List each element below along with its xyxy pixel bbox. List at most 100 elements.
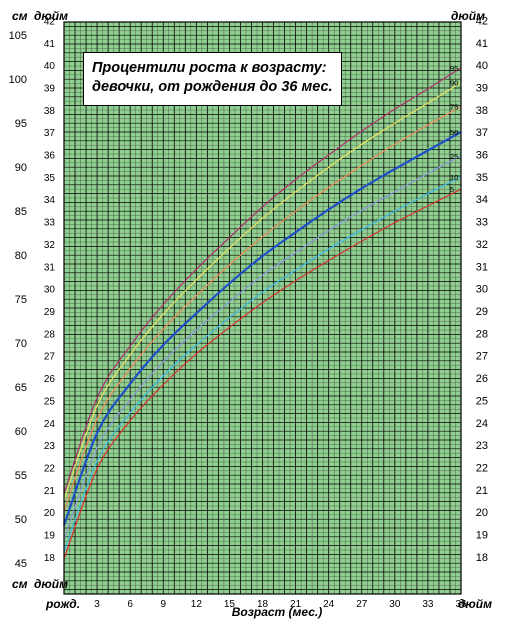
percentile-line-75: [63, 105, 462, 512]
percentile-line-5: [63, 188, 462, 560]
percentile-label-95: 95: [450, 64, 458, 73]
unit-label-bottom-left-cm: см: [12, 577, 28, 591]
inch-tick-label-right: 39: [476, 82, 488, 94]
inch-tick-label-left: 36: [44, 151, 56, 162]
cm-tick-label: 65: [15, 382, 27, 394]
inch-tick-label-right: 24: [476, 418, 488, 430]
inch-tick-label-left: 31: [44, 262, 56, 273]
cm-tick-label: 105: [9, 30, 27, 42]
cm-tick-label: 60: [15, 426, 27, 438]
inch-tick-label-left: 21: [44, 486, 56, 497]
inch-tick-label-left: 29: [44, 307, 56, 318]
inch-tick-label-left: 34: [44, 195, 56, 206]
inch-tick-label-right: 27: [476, 351, 488, 363]
inch-tick-label-right: 42: [476, 15, 488, 27]
inch-tick-label-left: 37: [44, 128, 56, 139]
inch-tick-label-right: 35: [476, 172, 488, 184]
x-tick-label: 9: [160, 599, 166, 610]
cm-tick-label: 75: [15, 294, 27, 306]
inch-tick-label-left: 41: [44, 39, 56, 50]
inch-tick-label-left: 22: [44, 463, 56, 474]
percentile-label-75: 75: [450, 102, 458, 111]
inch-tick-label-right: 28: [476, 328, 488, 340]
x-tick-label: 36: [455, 599, 467, 610]
inch-tick-label-right: 36: [476, 150, 488, 162]
x-tick-label: 15: [224, 599, 236, 610]
cm-tick-label: 80: [15, 250, 27, 262]
inch-tick-label-right: 19: [476, 530, 488, 542]
percentile-line-50: [62, 131, 462, 526]
x-axis-label: Возраст (мес.): [232, 605, 323, 619]
percentile-line-95: [63, 67, 462, 494]
x-tick-label: 18: [257, 599, 269, 610]
inch-tick-label-right: 38: [476, 105, 488, 117]
percentile-label-90: 90: [450, 79, 458, 88]
inch-tick-label-right: 25: [476, 395, 488, 407]
x-tick-label: 30: [389, 599, 401, 610]
inch-tick-label-right: 21: [476, 485, 488, 497]
x-tick-label: 27: [356, 599, 368, 610]
inch-tick-label-right: 34: [476, 194, 488, 206]
inch-tick-label-left: 18: [44, 553, 56, 564]
inch-tick-label-right: 32: [476, 239, 488, 251]
inch-tick-label-left: 19: [44, 531, 56, 542]
inch-tick-label-left: 27: [44, 352, 56, 363]
cm-tick-label: 70: [15, 338, 27, 350]
inch-tick-label-left: 20: [44, 508, 56, 519]
inch-tick-label-left: 40: [44, 61, 56, 72]
percentile-label-10: 10: [450, 173, 458, 182]
percentile-line-90: [63, 82, 462, 500]
inch-tick-label-left: 23: [44, 441, 56, 452]
unit-label-bottom-left-inch: дюйм: [34, 577, 68, 591]
inch-tick-label-right: 22: [476, 462, 488, 474]
inch-tick-label-left: 30: [44, 285, 56, 296]
inch-tick-label-left: 39: [44, 83, 56, 94]
inch-tick-label-right: 23: [476, 440, 488, 452]
cm-tick-label: 50: [15, 514, 27, 526]
x-tick-label: 21: [290, 599, 302, 610]
cm-tick-label: 100: [9, 74, 27, 86]
inch-tick-label-left: 24: [44, 419, 56, 430]
percentile-label-5: 5: [450, 185, 454, 194]
unit-label-top-left-cm: см: [12, 9, 28, 23]
x-tick-label: 3: [94, 599, 100, 610]
x-tick-label: 24: [323, 599, 335, 610]
plot-frame: [63, 21, 462, 595]
percentile-line-25: [63, 155, 462, 540]
percentile-label-50: 50: [450, 128, 458, 137]
percentile-lines: 95 90 75 50 25 10 5: [62, 64, 462, 560]
inch-tick-label-right: 29: [476, 306, 488, 318]
inch-tick-label-right: 41: [476, 38, 488, 50]
x-tick-label: 12: [191, 599, 203, 610]
unit-label-top-right: дюйм: [451, 9, 485, 23]
cm-tick-label: 95: [15, 118, 27, 130]
cm-tick-label: 45: [15, 558, 27, 570]
chart-title: Процентили роста к возрасту: девочки, от…: [83, 52, 342, 106]
percentile-line-10: [63, 176, 462, 553]
inch-tick-label-right: 20: [476, 507, 488, 519]
inch-tick-label-left: 42: [44, 16, 56, 27]
inch-tick-label-right: 40: [476, 60, 488, 72]
inch-tick-label-right: 26: [476, 373, 488, 385]
inch-tick-label-left: 25: [44, 396, 56, 407]
inch-tick-label-left: 32: [44, 240, 56, 251]
x-tick-label: 6: [127, 599, 133, 610]
inch-tick-label-left: 35: [44, 173, 56, 184]
cm-tick-label: 55: [15, 470, 27, 482]
percentile-label-25: 25: [450, 152, 458, 161]
x-tick-label-birth: рожд.: [45, 597, 80, 611]
inch-tick-label-right: 33: [476, 217, 488, 229]
inch-tick-label-left: 28: [44, 329, 56, 340]
cm-tick-label: 85: [15, 206, 27, 218]
inch-tick-label-left: 26: [44, 374, 56, 385]
inch-tick-label-right: 37: [476, 127, 488, 139]
plot-border: [63, 21, 462, 595]
cm-tick-label: 90: [15, 162, 27, 174]
inch-tick-label-right: 18: [476, 552, 488, 564]
inch-tick-label-right: 30: [476, 284, 488, 296]
inch-tick-label-left: 38: [44, 106, 56, 117]
unit-label-top-left-inch: дюйм: [34, 9, 68, 23]
